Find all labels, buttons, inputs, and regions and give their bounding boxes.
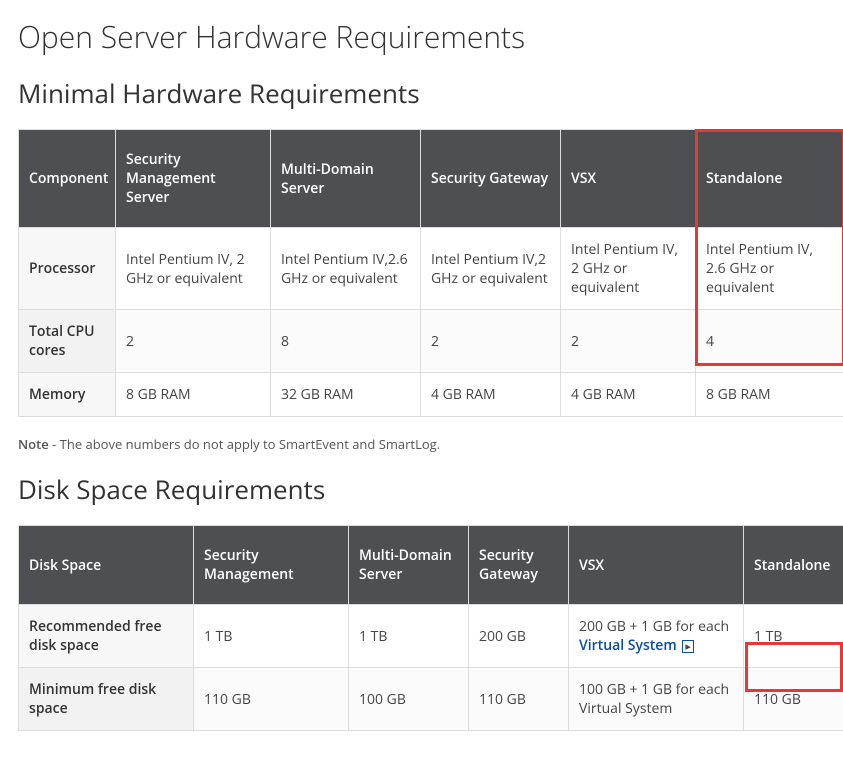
disk-row-head: Recommended free disk space	[19, 605, 194, 668]
minimal-row-head: Memory	[19, 373, 116, 417]
disk-row: Recommended free disk space1 TB1 TB200 G…	[19, 605, 843, 668]
disk-col-header: Standalone	[744, 526, 843, 605]
section-title-minimal: Minimal Hardware Requirements	[18, 75, 825, 111]
minimal-row: Total CPU cores28224	[19, 310, 843, 373]
minimal-row-head: Total CPU cores	[19, 310, 116, 373]
disk-col-header: Security Gateway	[469, 526, 569, 605]
minimal-col-header: Component	[19, 130, 116, 228]
minimal-cell: Intel Pentium IV,2 GHz or equivalent	[421, 228, 561, 310]
disk-cell: 110 GB	[744, 668, 843, 731]
minimal-table-wrap: ComponentSecurity Management ServerMulti…	[18, 129, 825, 417]
virtual-system-link[interactable]: Virtual System	[579, 636, 677, 655]
disk-cell: 200 GB	[469, 605, 569, 668]
minimal-cell: 4 GB RAM	[421, 373, 561, 417]
minimal-cell: 32 GB RAM	[271, 373, 421, 417]
disk-cell: 110 GB	[469, 668, 569, 731]
disk-col-header: Disk Space	[19, 526, 194, 605]
section-title-disk: Disk Space Requirements	[18, 471, 825, 507]
external-link-icon: ▸	[682, 640, 694, 653]
minimal-cell: 2	[116, 310, 271, 373]
page-title: Open Server Hardware Requirements	[18, 16, 825, 57]
disk-cell: 1 TB	[349, 605, 469, 668]
minimal-cell: 8 GB RAM	[696, 373, 843, 417]
minimal-cell: 8 GB RAM	[116, 373, 271, 417]
note-body: - The above numbers do not apply to Smar…	[49, 435, 440, 453]
disk-cell: 110 GB	[194, 668, 349, 731]
minimal-cell: Intel Pentium IV, 2 GHz or equivalent	[561, 228, 696, 310]
minimal-row: ProcessorIntel Pentium IV, 2 GHz or equi…	[19, 228, 843, 310]
disk-col-header: Multi-Domain Server	[349, 526, 469, 605]
note-text: Note - The above numbers do not apply to…	[18, 435, 825, 453]
minimal-col-header: Security Management Server	[116, 130, 271, 228]
disk-cell-text: 200 GB + 1 GB for each	[579, 617, 729, 636]
minimal-col-header: Standalone	[696, 130, 843, 228]
minimal-row: Memory8 GB RAM32 GB RAM4 GB RAM4 GB RAM8…	[19, 373, 843, 417]
minimal-cell: Intel Pentium IV,2.6 GHz or equivalent	[271, 228, 421, 310]
minimal-cell: 4	[696, 310, 843, 373]
minimal-cell: 4 GB RAM	[561, 373, 696, 417]
disk-row: Minimum free disk space110 GB100 GB110 G…	[19, 668, 843, 731]
disk-cell: 200 GB + 1 GB for each Virtual System ▸	[569, 605, 744, 668]
minimal-row-head: Processor	[19, 228, 116, 310]
minimal-cell: 2	[561, 310, 696, 373]
note-label: Note	[18, 435, 49, 453]
disk-cell: 100 GB	[349, 668, 469, 731]
disk-cell: 100 GB + 1 GB for each Virtual System	[569, 668, 744, 731]
minimal-cell: Intel Pentium IV, 2 GHz or equivalent	[116, 228, 271, 310]
disk-cell: 1 TB	[744, 605, 843, 668]
disk-col-header: Security Management	[194, 526, 349, 605]
minimal-cell: Intel Pentium IV, 2.6 GHz or equivalent	[696, 228, 843, 310]
disk-space-table: Disk SpaceSecurity ManagementMulti-Domai…	[18, 525, 843, 731]
minimal-col-header: Security Gateway	[421, 130, 561, 228]
minimal-hardware-table: ComponentSecurity Management ServerMulti…	[18, 129, 843, 417]
minimal-cell: 2	[421, 310, 561, 373]
minimal-col-header: Multi-Domain Server	[271, 130, 421, 228]
minimal-col-header: VSX	[561, 130, 696, 228]
disk-col-header: VSX	[569, 526, 744, 605]
minimal-cell: 8	[271, 310, 421, 373]
disk-table-wrap: Disk SpaceSecurity ManagementMulti-Domai…	[18, 525, 825, 731]
disk-cell: 1 TB	[194, 605, 349, 668]
disk-row-head: Minimum free disk space	[19, 668, 194, 731]
